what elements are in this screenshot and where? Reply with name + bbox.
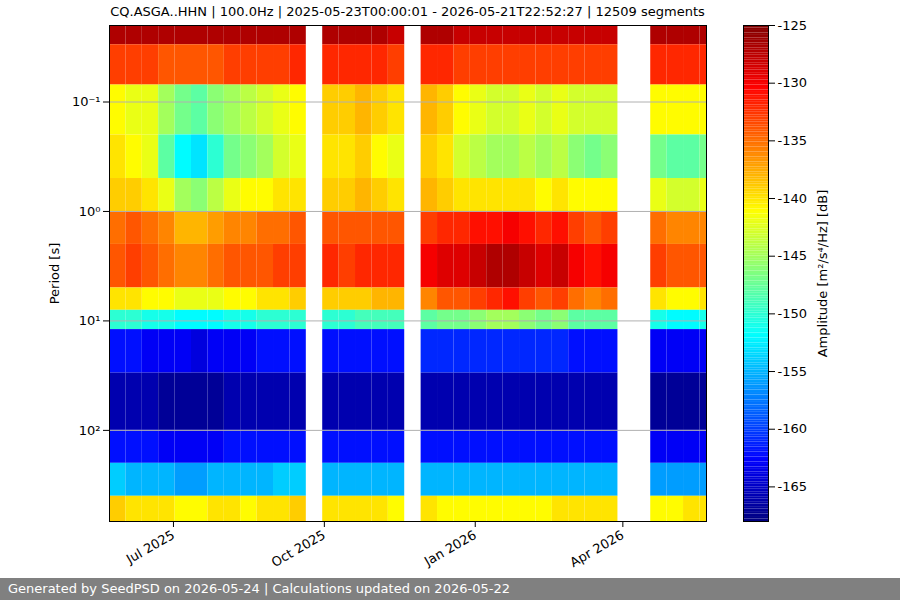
svg-text:Period [s]: Period [s] — [47, 243, 62, 305]
svg-text:-150: -150 — [778, 306, 808, 321]
svg-text:Apr 2026: Apr 2026 — [567, 527, 626, 570]
svg-text:Jul 2025: Jul 2025 — [123, 527, 177, 567]
svg-text:-125: -125 — [778, 18, 808, 33]
svg-text:-165: -165 — [778, 479, 808, 494]
svg-text:Jan 2026: Jan 2026 — [421, 527, 479, 569]
svg-text:10¹: 10¹ — [79, 313, 101, 328]
svg-text:-130: -130 — [778, 75, 808, 90]
svg-text:Amplitude [m²/s⁴/Hz] [dB]: Amplitude [m²/s⁴/Hz] [dB] — [815, 190, 830, 358]
svg-text:-160: -160 — [778, 421, 808, 436]
html-text:Generated by SeedPSD on 2026-0: Generated by SeedPSD on 2026-05-24 | Cal… — [8, 581, 510, 596]
html-text:CQ.ASGA..HHN | 100.0Hz | 2025-: CQ.ASGA..HHN | 100.0Hz | 2025-05-23T00:0… — [110, 4, 705, 19]
svg-text:10⁻¹: 10⁻¹ — [72, 94, 101, 109]
svg-text:-155: -155 — [778, 364, 808, 379]
svg-text:Oct 2025: Oct 2025 — [269, 527, 328, 570]
svg-text:10⁰: 10⁰ — [79, 204, 101, 219]
svg-text:-140: -140 — [778, 191, 808, 206]
svg-text:10²: 10² — [79, 423, 101, 438]
svg-text:-145: -145 — [778, 248, 808, 263]
svg-text:-135: -135 — [778, 133, 808, 148]
